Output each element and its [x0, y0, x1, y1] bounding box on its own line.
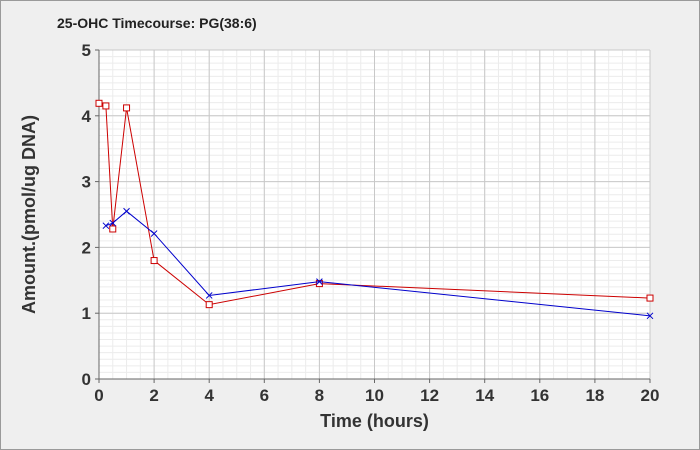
series-1-point [315, 280, 323, 288]
y-tick-label: 3 [82, 173, 91, 192]
x-tick-label: 8 [315, 386, 324, 405]
major-gridlines [98, 49, 651, 380]
series-1-point [150, 257, 158, 265]
series-1-point [95, 99, 103, 107]
series-2-point [123, 207, 130, 215]
x-tick-label: 14 [475, 386, 494, 405]
chart-title: 25-OHC Timecourse: PG(38:6) [57, 15, 257, 31]
y-axis-label: Amount.(pmol/ug DNA) [19, 115, 39, 314]
y-tick-label: 4 [82, 107, 92, 126]
x-tick-label: 16 [530, 386, 549, 405]
data-series [95, 99, 654, 320]
series-1-line [98, 102, 651, 306]
y-tick-label: 2 [82, 238, 91, 257]
series-2-point [205, 292, 213, 299]
series-1-point [123, 104, 131, 112]
x-tick-label: 0 [94, 386, 103, 405]
y-tick-label: 0 [82, 370, 91, 389]
series-1-point [646, 294, 654, 302]
x-tick-label: 4 [204, 386, 214, 405]
series-1-point [102, 102, 110, 110]
series-1-point [205, 301, 213, 309]
series-2-point [646, 312, 654, 320]
x-tick-label: 10 [365, 386, 384, 405]
series-2-point [316, 278, 323, 285]
x-tick-label: 12 [420, 386, 439, 405]
x-tick-label: 6 [260, 386, 269, 405]
x-axis-label: Time (hours) [320, 411, 429, 431]
x-tick-label: 2 [149, 386, 158, 405]
series-1-point [109, 225, 117, 233]
x-tick-label: 20 [641, 386, 660, 405]
series-2-point [150, 230, 158, 237]
series-2-point [102, 222, 110, 230]
y-tick-label: 5 [82, 41, 91, 60]
series-2-point [109, 219, 117, 227]
y-tick-label: 1 [82, 304, 91, 323]
x-tick-label: 18 [585, 386, 604, 405]
